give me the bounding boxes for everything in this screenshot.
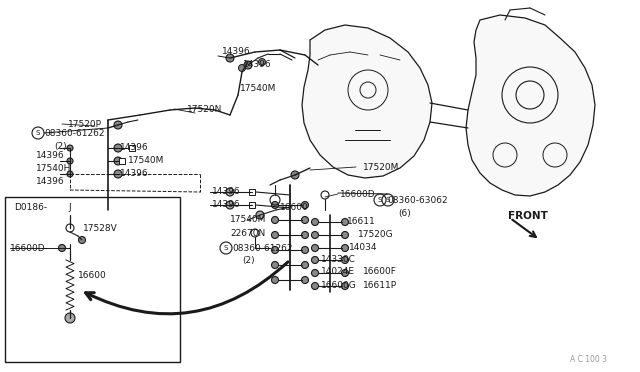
Circle shape [67,158,73,164]
Circle shape [239,64,246,71]
Circle shape [301,217,308,224]
Text: 17520M: 17520M [363,163,399,171]
Text: 16611: 16611 [347,217,376,225]
Circle shape [301,276,308,283]
Circle shape [226,54,234,62]
Circle shape [65,313,75,323]
Text: 17528V: 17528V [83,224,118,232]
Bar [119,158,125,164]
Text: 14396: 14396 [36,176,65,186]
Text: 17520N: 17520N [187,105,222,113]
Text: 14396: 14396 [120,142,148,151]
Circle shape [301,231,308,238]
Text: D0186-: D0186- [14,202,47,212]
Circle shape [342,231,349,238]
Circle shape [271,262,278,269]
Text: S: S [36,130,40,136]
Circle shape [342,269,349,276]
Polygon shape [466,15,595,196]
Text: 08360-63062: 08360-63062 [387,196,447,205]
Text: 17540M: 17540M [230,215,266,224]
Text: 14396: 14396 [36,151,65,160]
Circle shape [301,262,308,269]
Circle shape [226,188,234,196]
Polygon shape [302,25,432,178]
Circle shape [342,282,349,289]
Text: 14396: 14396 [243,60,271,68]
Bar [249,202,255,208]
Text: 14330C: 14330C [321,254,356,263]
Text: (2): (2) [242,257,255,266]
Circle shape [271,276,278,283]
Circle shape [342,244,349,251]
Circle shape [271,231,278,238]
Text: 16600: 16600 [280,202,308,212]
Circle shape [312,269,319,276]
Text: 16611P: 16611P [363,280,397,289]
Circle shape [114,170,122,178]
Bar [129,145,135,151]
Text: 14396: 14396 [212,186,241,196]
Circle shape [79,237,86,244]
Circle shape [342,218,349,225]
Circle shape [114,144,122,152]
Circle shape [259,58,266,65]
Circle shape [312,282,319,289]
Circle shape [114,121,122,129]
Text: J: J [68,202,70,212]
Text: 17520G: 17520G [358,230,394,238]
Text: 16600D-: 16600D- [10,244,49,253]
Circle shape [58,244,65,251]
Text: (6): (6) [398,208,411,218]
Circle shape [312,257,319,263]
Text: 17540M: 17540M [128,155,164,164]
Circle shape [271,217,278,224]
Text: 22670N: 22670N [230,228,265,237]
Text: (2): (2) [54,141,67,151]
Text: S: S [224,245,228,251]
Bar [249,189,255,195]
Text: 16600D: 16600D [340,189,376,199]
Text: 16600F: 16600F [363,267,397,276]
Circle shape [301,202,308,208]
Circle shape [226,201,234,209]
Text: 08360-61262: 08360-61262 [232,244,292,253]
Circle shape [114,157,122,165]
Text: 17540H: 17540H [36,164,72,173]
Circle shape [271,247,278,253]
Circle shape [67,145,73,151]
Text: 14024E: 14024E [321,267,355,276]
Circle shape [271,202,278,208]
Text: 14034: 14034 [349,243,378,251]
Text: 17520P: 17520P [68,119,102,128]
Text: 16600: 16600 [78,272,107,280]
Circle shape [312,231,319,238]
Text: S: S [386,197,390,203]
Text: 17540M: 17540M [240,83,276,93]
Text: FRONT: FRONT [508,211,548,221]
Circle shape [244,61,252,69]
Bar [5,197,180,362]
Circle shape [312,244,319,251]
Circle shape [256,211,264,219]
Circle shape [67,171,73,177]
Text: S: S [378,197,382,203]
Text: 16600G: 16600G [321,280,356,289]
Text: 14396: 14396 [120,169,148,177]
Text: 14396: 14396 [222,46,251,55]
Circle shape [301,247,308,253]
Text: 08360-61262: 08360-61262 [44,128,104,138]
Circle shape [291,171,299,179]
Text: A C 100 3: A C 100 3 [570,356,607,365]
Circle shape [342,257,349,263]
Text: 14396: 14396 [212,199,241,208]
Circle shape [312,218,319,225]
